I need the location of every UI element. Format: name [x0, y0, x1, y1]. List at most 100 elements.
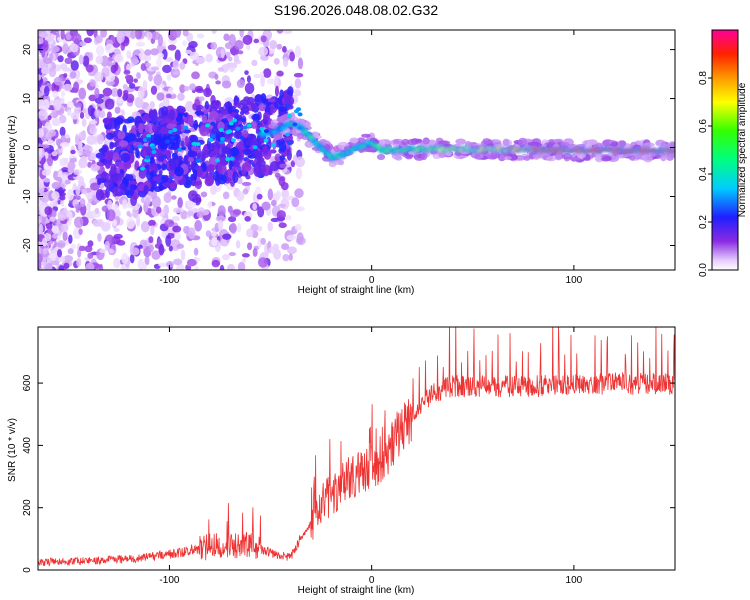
spectrogram-blob	[94, 71, 104, 82]
spectrogram-blob	[94, 97, 104, 104]
spectrogram-blob	[295, 167, 303, 180]
spectrogram-hotspot	[242, 125, 248, 130]
spectrogram-blob	[515, 155, 526, 161]
spectrogram-blob	[232, 171, 239, 184]
spectrogram-blob	[152, 176, 161, 182]
spectrogram-blob	[221, 110, 229, 115]
spectrogram-blob	[174, 232, 181, 241]
spectrogram-blob	[251, 134, 257, 145]
spectrogram-heatmap	[38, 30, 675, 270]
spectrogram-blob	[468, 141, 475, 147]
spectrogram-blob	[255, 159, 266, 167]
spectrogram-blob	[43, 57, 53, 64]
spectrogram-blob	[200, 191, 208, 198]
spectrogram-blob	[244, 82, 255, 95]
spectrogram-blob	[55, 242, 66, 248]
spectrogram-blob	[241, 253, 250, 258]
spectrogram-blob	[110, 87, 119, 97]
spectrogram-blob	[202, 150, 210, 158]
spectrogram-blob	[296, 232, 304, 244]
spectrogram-blob	[75, 185, 81, 196]
spectrogram-blob	[51, 151, 58, 157]
spectrogram-blob	[163, 174, 169, 183]
spectrogram-blob	[287, 86, 294, 97]
spectrogram-blob	[41, 237, 48, 247]
spectrogram-blob	[118, 140, 129, 148]
spectrogram-blob	[57, 210, 67, 221]
spectrogram-blob	[148, 109, 158, 120]
spectrogram-blob	[51, 191, 60, 200]
spectrogram-hotspot	[165, 139, 171, 144]
spectrogram-blob	[92, 219, 101, 227]
spectrogram-blob	[53, 170, 59, 181]
spectrogram-blob	[289, 51, 295, 62]
spectrogram-blob	[393, 143, 400, 149]
spectrogram-blob	[267, 188, 274, 201]
spectrogram-blob	[288, 253, 293, 261]
spectrogram-blob	[297, 57, 304, 70]
spectrogram-blob	[86, 193, 93, 200]
y-tick-label: 10	[22, 93, 33, 105]
spectrogram-blob	[176, 243, 184, 249]
snr-y-ticks: 0 200 400 600	[22, 374, 675, 573]
spectrogram-blob	[267, 98, 276, 103]
spectrogram-blob	[155, 206, 162, 214]
spectrogram-blob	[121, 252, 129, 265]
spectrogram-blob	[62, 43, 69, 55]
spectrogram-blob	[74, 204, 82, 210]
spectrogram-blob	[51, 117, 61, 127]
spectrogram-blob	[227, 56, 233, 62]
spectrogram-blob	[253, 73, 261, 79]
spectrogram-blob	[189, 51, 200, 61]
spectrogram-blob	[125, 93, 135, 103]
spectrogram-blob	[283, 30, 293, 35]
spectrogram-blob	[532, 153, 541, 160]
spectrogram-blob	[410, 138, 420, 145]
spectrogram-blob	[158, 243, 165, 256]
spectrogram-blob	[145, 62, 152, 68]
spectrogram-blob	[196, 165, 203, 178]
spectrogram-blob	[44, 206, 53, 216]
spectrogram-hotspot	[229, 156, 235, 161]
spectrogram-blob	[86, 30, 95, 37]
spectrogram-blob	[279, 89, 284, 99]
spectrogram-blob	[251, 103, 258, 111]
spectrogram-blob	[159, 126, 170, 135]
spectrogram-blob	[87, 105, 95, 117]
spectrogram-blob	[87, 252, 94, 259]
spectrogram-hotspot	[218, 128, 224, 133]
spectrogram-blob	[274, 172, 281, 178]
spectrogram-blob	[276, 210, 286, 220]
spectrogram-blob	[166, 74, 172, 81]
spectrogram-blob	[69, 43, 79, 53]
spectrogram-hotspot	[252, 145, 258, 150]
spectrogram-blob	[38, 253, 43, 264]
spectrogram-blob	[86, 135, 97, 146]
spectrogram-blob	[95, 55, 104, 65]
spectrogram-hotspot	[208, 138, 214, 143]
spectrogram-blob	[120, 152, 131, 163]
spectrogram-blob	[240, 105, 250, 114]
spectrogram-blob	[545, 155, 557, 162]
colorbar: 0.0 0.2 0.4 0.6 0.8 Normalized spectral ampl…	[698, 29, 748, 277]
spectrogram-blob	[192, 59, 197, 65]
spectrogram-blob	[144, 256, 150, 266]
spectrogram-blob	[206, 164, 217, 171]
spectrogram-blob	[150, 85, 158, 95]
spectrogram-blob	[74, 133, 80, 146]
spectrogram-blob	[77, 248, 82, 258]
snr-xlabel: Height of straight line (km)	[298, 585, 415, 596]
spectrogram-blob	[38, 74, 42, 81]
spectrogram-hotspot	[172, 127, 178, 132]
x-tick-label: 100	[566, 575, 583, 586]
spectrogram-blob	[257, 206, 265, 218]
spectrogram-blob	[70, 149, 76, 155]
colorbar-tick-label: 0.2	[698, 215, 709, 229]
spectrogram-blob	[194, 266, 199, 270]
spectrogram-blob	[196, 33, 205, 39]
spectrogram-blob	[497, 153, 506, 162]
colorbar-ticks: 0.0 0.2 0.4 0.6 0.8	[698, 71, 712, 277]
spectrogram-blob	[191, 197, 202, 204]
spectrogram-blob	[112, 152, 120, 161]
